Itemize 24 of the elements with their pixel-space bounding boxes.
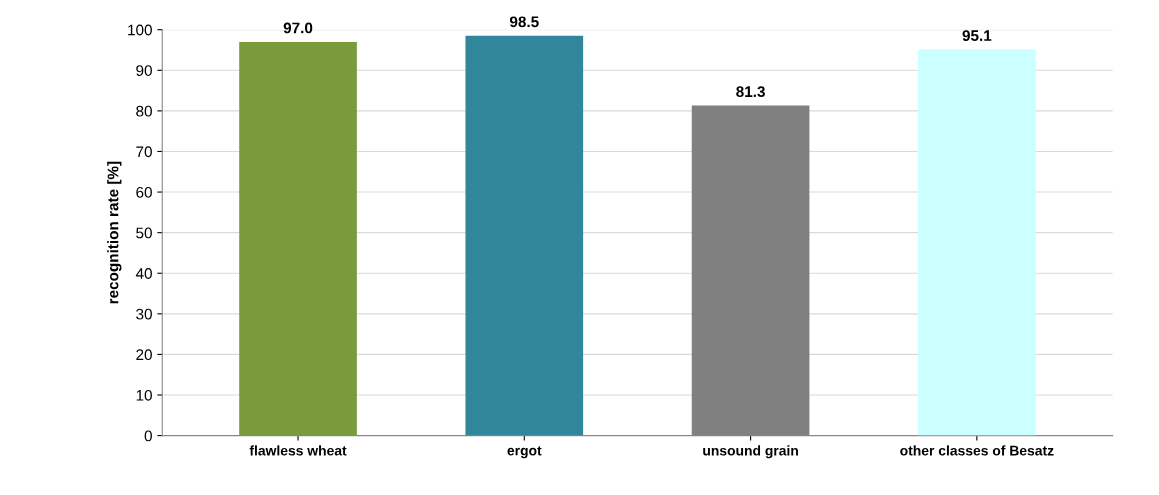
y-tick-label: 90 <box>136 65 152 76</box>
y-tick-label: 60 <box>136 186 152 198</box>
bar <box>918 49 1036 436</box>
y-tick-label: 30 <box>136 308 152 320</box>
bar <box>691 105 810 436</box>
x-tick-label: ergot <box>507 446 542 459</box>
bar <box>465 35 584 436</box>
y-tick-label: 0 <box>144 430 152 442</box>
y-axis-title: recognition rate [%] <box>107 161 122 304</box>
y-tick-label: 70 <box>136 146 152 158</box>
y-tick-label: 100 <box>128 24 152 36</box>
y-tick-label: 20 <box>136 349 152 361</box>
y-tick-label: 10 <box>136 389 152 401</box>
y-tick-label: 80 <box>136 105 152 117</box>
x-tick-label: unsound grain <box>703 445 798 459</box>
data-label: 81.3 <box>736 86 765 98</box>
data-label: 97.0 <box>283 22 313 34</box>
bar <box>239 41 357 436</box>
x-tick-label: other classes of Besatz <box>900 445 1054 456</box>
data-label: 95.1 <box>962 30 992 42</box>
x-tick-label: flawless wheat <box>249 445 347 456</box>
y-tick-label: 50 <box>136 227 152 239</box>
data-label: 98.5 <box>509 16 539 28</box>
y-tick-label: 40 <box>135 268 152 279</box>
